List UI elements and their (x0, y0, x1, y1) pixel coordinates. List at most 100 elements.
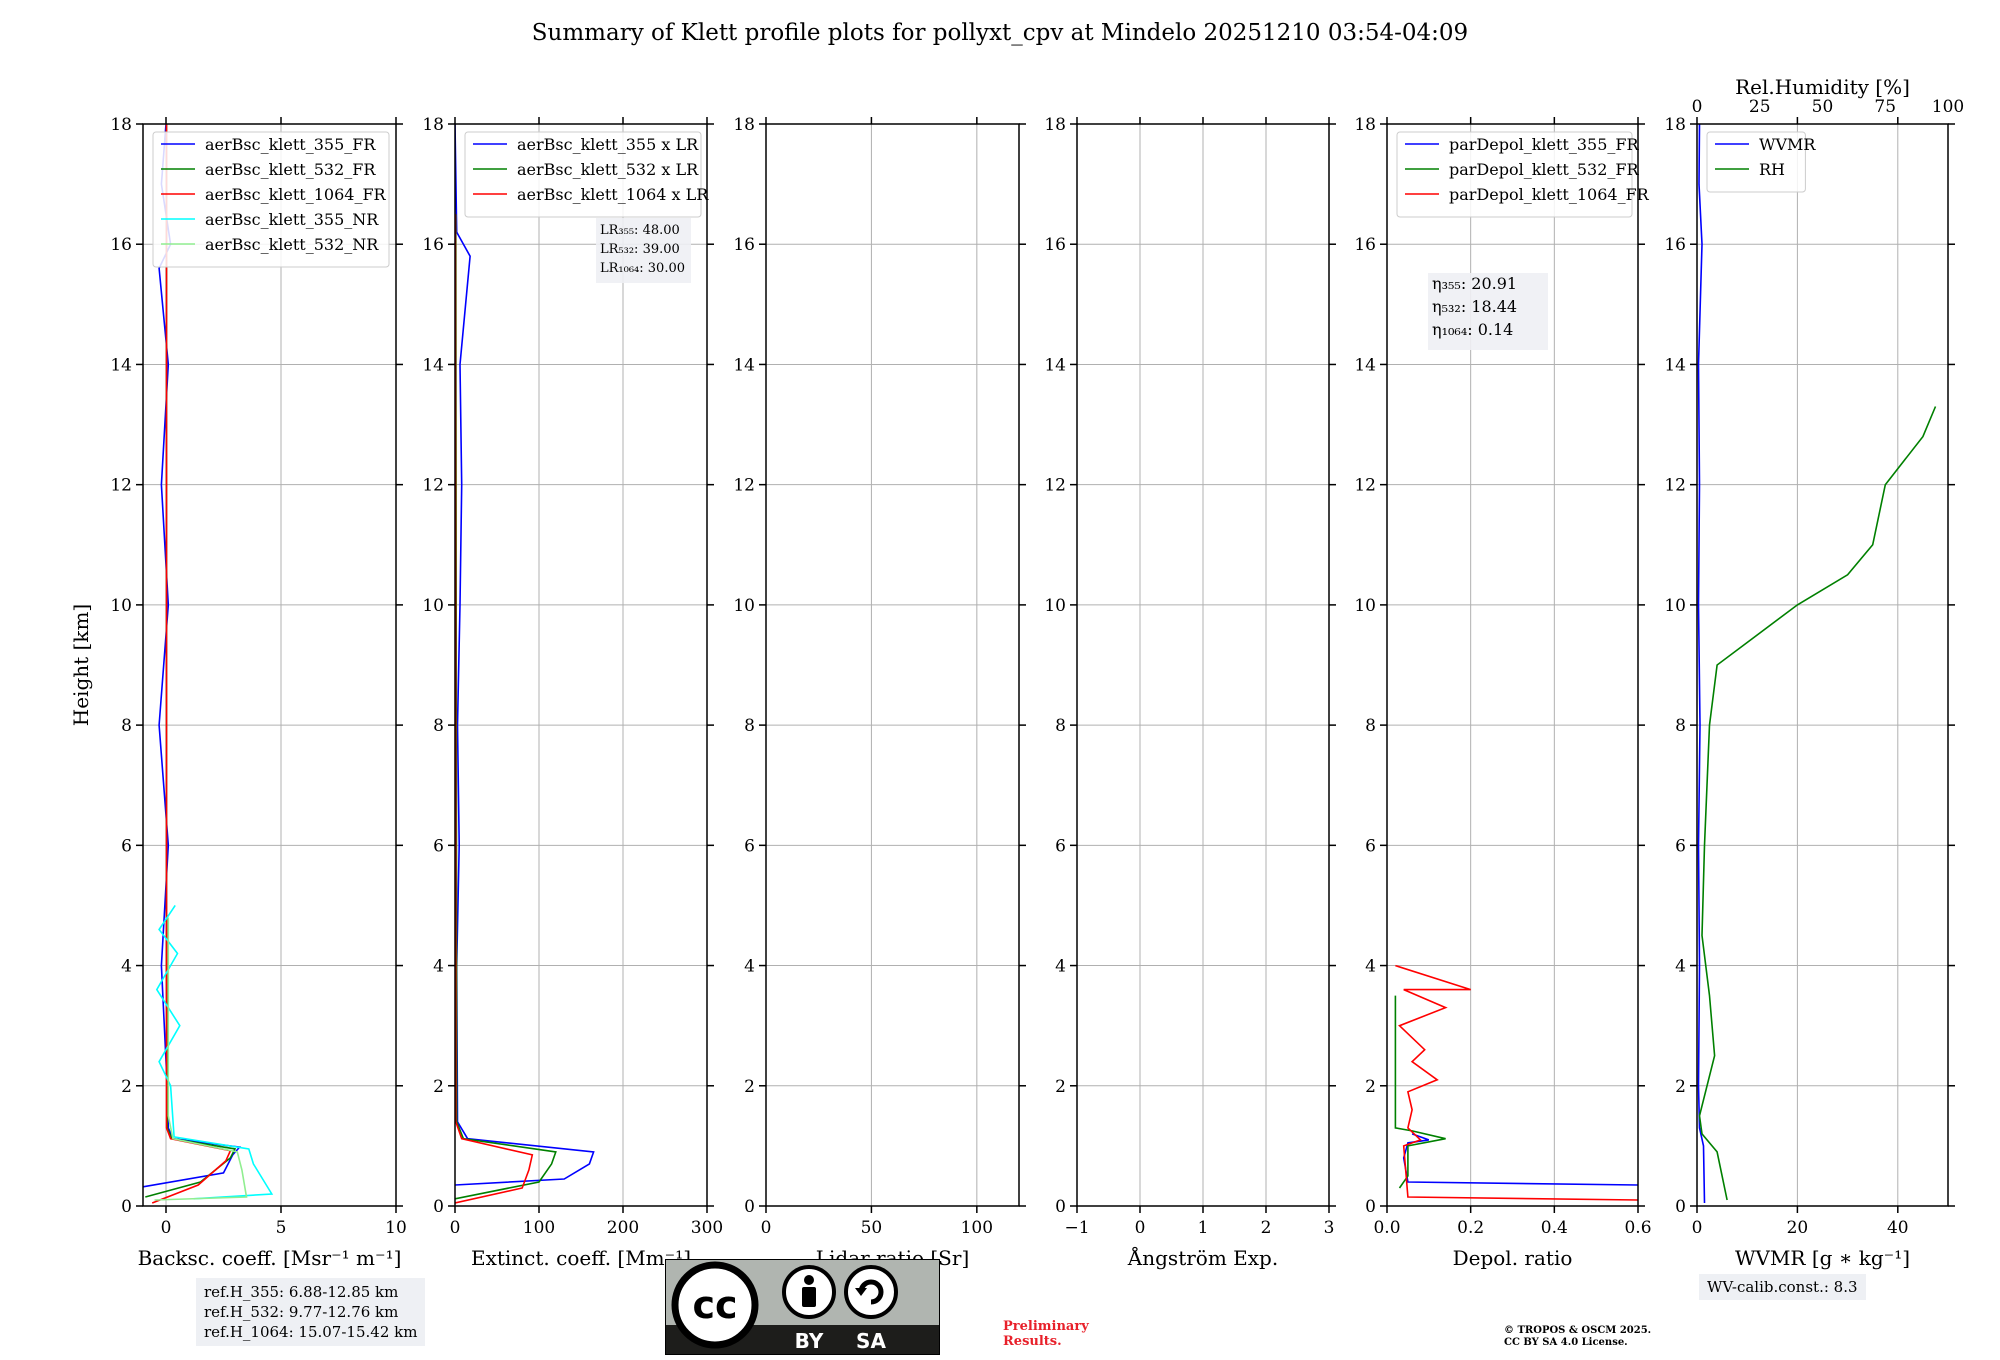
annotation-box (1428, 273, 1548, 350)
y-tick-label: 6 (121, 836, 132, 856)
share-alike-icon (844, 1265, 898, 1319)
panel-frame (1696, 123, 1949, 1207)
x-tick-label: 0 (1135, 1218, 1146, 1238)
x-tick-label: 0.2 (1457, 1218, 1484, 1238)
y-tick-label: 4 (433, 957, 444, 977)
y-tick-label: 0 (1675, 1197, 1686, 1217)
x-tick-label: 20 (1787, 1218, 1809, 1238)
y-tick-label: 16 (1664, 235, 1686, 255)
top-x-tick-label: 100 (1932, 97, 1964, 117)
legend-entry: parDepol_klett_1064_FR (1449, 185, 1650, 204)
y-tick-label: 6 (1055, 836, 1066, 856)
series-aerBsc_klett_355_NR (155, 904, 274, 1200)
annotation-2: LR₁₀₆₄: 30.00 (600, 261, 685, 276)
y-tick-label: 18 (422, 115, 444, 135)
x-tick-label: 50 (861, 1218, 883, 1238)
y-tick-label: 14 (1664, 355, 1686, 375)
preliminary-line-1: Preliminary (1003, 1319, 1089, 1334)
y-tick-label: 18 (1044, 115, 1066, 135)
y-tick-label: 8 (121, 716, 132, 736)
y-tick-label: 0 (744, 1197, 755, 1217)
legend-entry: aerBsc_klett_355_FR (205, 135, 376, 154)
legend-box (1396, 131, 1633, 218)
y-tick-label: 16 (110, 235, 132, 255)
x-axis-label: Extinct. coeff. [Mm⁻¹] (471, 1246, 691, 1270)
x-axis-label: Depol. ratio (1453, 1246, 1573, 1270)
y-tick-label: 14 (110, 355, 132, 375)
y-tick-label: 8 (1365, 716, 1376, 736)
ref-height-1064: ref.H_1064: 15.07-15.42 km (204, 1323, 418, 1341)
y-tick-label: 18 (110, 115, 132, 135)
copyright-line-1: © TROPOS & OSCM 2025. (1504, 1325, 1652, 1336)
y-tick-label: 12 (110, 476, 132, 496)
y-tick-label: 6 (433, 836, 444, 856)
x-axis-label: WVMR [g ∗ kg⁻¹] (1735, 1246, 1910, 1270)
legend-entry: aerBsc_klett_532_FR (205, 160, 376, 179)
legend-entry: aerBsc_klett_532 x LR (517, 160, 699, 179)
series-aerBsc_klett_1064 x LR (455, 214, 534, 1204)
y-tick-label: 4 (1055, 957, 1066, 977)
x-tick-label: 0.4 (1541, 1218, 1568, 1238)
y-tick-label: 10 (1664, 596, 1686, 616)
legend-box (152, 131, 390, 268)
series-WVMR (1697, 124, 1706, 1204)
y-tick-label: 4 (1365, 957, 1376, 977)
y-tick-label: 16 (1044, 235, 1066, 255)
series-aerBsc_klett_355 x LR (455, 124, 595, 1186)
y-tick-label: 0 (121, 1197, 132, 1217)
y-tick-label: 12 (1354, 476, 1376, 496)
x-tick-label: 0 (1692, 1218, 1703, 1238)
panel-frame (1076, 123, 1330, 1207)
x-tick-label: 200 (607, 1218, 639, 1238)
y-axis-label: Height [km] (69, 604, 93, 726)
panel-frame (765, 123, 1020, 1207)
panel-frame (142, 123, 397, 1207)
y-tick-label: 0 (433, 1197, 444, 1217)
y-tick-label: 4 (121, 957, 132, 977)
y-tick-label: 10 (1044, 596, 1066, 616)
top-x-tick-label: 75 (1874, 97, 1896, 117)
series-aerBsc_klett_532_FR (145, 124, 237, 1198)
x-tick-label: 2 (1261, 1218, 1272, 1238)
x-tick-label: 0 (161, 1218, 172, 1238)
y-tick-label: 14 (1044, 355, 1066, 375)
y-tick-label: 2 (744, 1077, 755, 1097)
series-RH (1698, 406, 1937, 1201)
x-tick-label: 300 (691, 1218, 723, 1238)
preliminary-note: Preliminary Results. (1003, 1319, 1089, 1349)
series-parDepol_klett_532_FR (1394, 995, 1446, 1189)
figure-title: Summary of Klett profile plots for polly… (531, 20, 1469, 46)
y-tick-label: 12 (422, 476, 444, 496)
legend-entry: aerBsc_klett_1064 x LR (517, 185, 709, 204)
x-tick-label: 1 (1198, 1218, 1209, 1238)
sa-label: SA (856, 1329, 886, 1353)
legend-entry: aerBsc_klett_355_NR (205, 210, 379, 229)
x-tick-label: 3 (1324, 1218, 1335, 1238)
annotation-0: η₃₅₅: 20.91 (1432, 274, 1517, 293)
y-tick-label: 14 (733, 355, 755, 375)
y-tick-label: 18 (733, 115, 755, 135)
y-tick-label: 10 (422, 596, 444, 616)
y-tick-label: 16 (422, 235, 444, 255)
y-tick-label: 12 (733, 476, 755, 496)
preliminary-line-2: Results. (1003, 1334, 1062, 1349)
annotation-1: LR₅₃₂: 39.00 (600, 242, 680, 257)
series-aerBsc_klett_355_FR (143, 124, 242, 1188)
y-tick-label: 4 (1675, 957, 1686, 977)
y-tick-label: 8 (744, 716, 755, 736)
legend-box (464, 131, 702, 218)
copyright-note: © TROPOS & OSCM 2025. CC BY SA 4.0 Licen… (1504, 1325, 1651, 1349)
y-tick-label: 8 (1055, 716, 1066, 736)
by-label: BY (795, 1329, 824, 1353)
ref-height-box: ref.H_355: 6.88-12.85 km ref.H_532: 9.77… (196, 1278, 426, 1346)
y-tick-label: 2 (433, 1077, 444, 1097)
y-tick-label: 10 (1354, 596, 1376, 616)
ref-height-355: ref.H_355: 6.88-12.85 km (204, 1283, 399, 1301)
series-aerBsc_klett_532 x LR (455, 214, 557, 1200)
y-tick-label: 10 (733, 596, 755, 616)
cc-license-badge: cc BY SA (665, 1259, 940, 1355)
legend-box (1706, 131, 1806, 193)
